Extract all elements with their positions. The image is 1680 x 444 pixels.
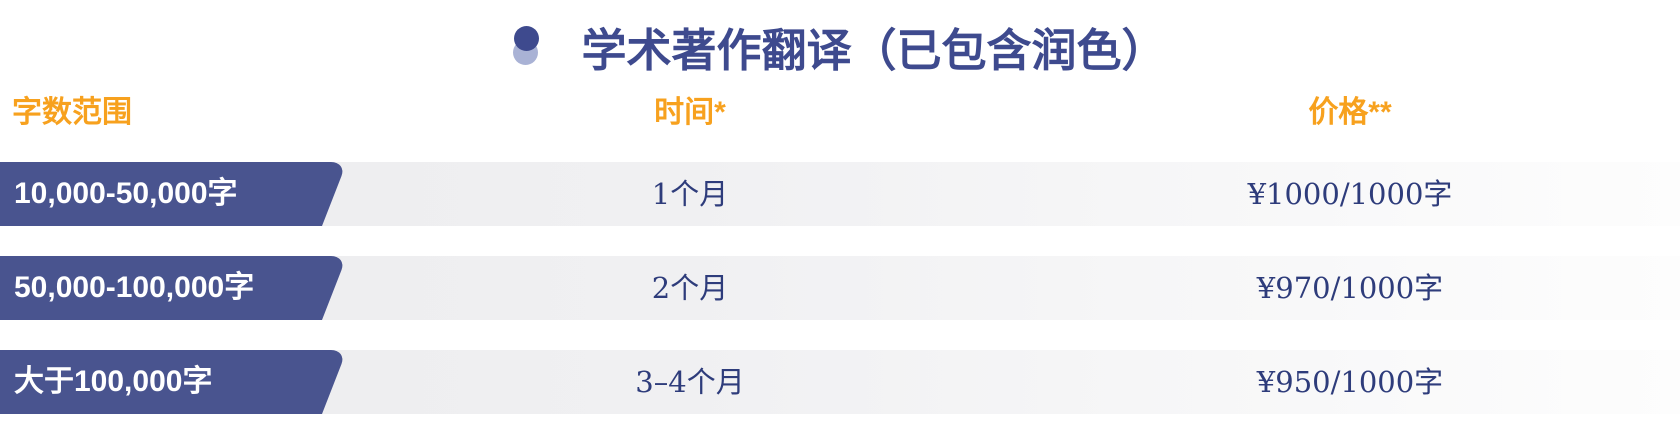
word-count-range: 10,000-50,000字 <box>14 177 238 210</box>
header-time: 时间* <box>654 96 726 129</box>
double-circle-bullet-icon <box>513 26 540 66</box>
time-value: 2个月 <box>651 271 729 305</box>
time-value: 1个月 <box>651 177 729 211</box>
price-value: ¥950/1000字 <box>1256 365 1444 399</box>
table-row: 大于100,000字 3–4个月 ¥950/1000字 <box>0 350 1680 414</box>
time-value: 3–4个月 <box>635 365 745 399</box>
bullet-circle-dark <box>514 26 540 51</box>
table-row: 10,000-50,000字 1个月 ¥1000/1000字 <box>0 162 1680 226</box>
word-count-range: 50,000-100,000字 <box>14 271 255 304</box>
table-row: 50,000-100,000字 2个月 ¥970/1000字 <box>0 256 1680 320</box>
section-title-row: 学术著作翻译（已包含润色） <box>0 14 1680 78</box>
header-word-count: 字数范围 <box>12 96 132 129</box>
word-count-range: 大于100,000字 <box>14 365 213 398</box>
section-title: 学术著作翻译（已包含润色） <box>581 24 1167 76</box>
header-price: 价格** <box>1308 96 1392 129</box>
price-value: ¥970/1000字 <box>1256 271 1444 305</box>
price-value: ¥1000/1000字 <box>1247 177 1453 211</box>
table-header-row: 字数范围 时间* 价格** <box>0 92 1680 134</box>
